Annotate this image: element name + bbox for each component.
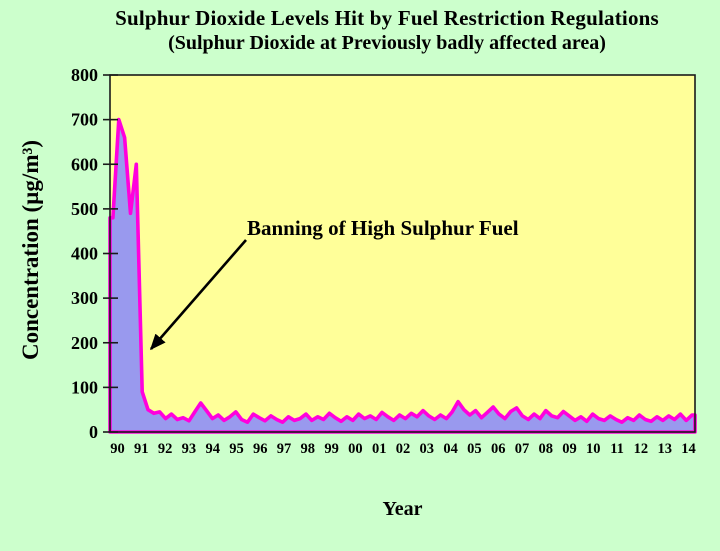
x-tick-label: 09 bbox=[562, 441, 577, 457]
x-tick-label: 05 bbox=[467, 441, 482, 457]
y-tick-label: 600 bbox=[71, 154, 98, 174]
x-tick-label: 94 bbox=[205, 441, 220, 457]
x-tick-label: 10 bbox=[586, 441, 601, 457]
x-tick-label: 04 bbox=[443, 441, 458, 457]
y-tick-label: 500 bbox=[71, 199, 98, 219]
x-tick-label: 96 bbox=[253, 441, 268, 457]
x-tick-label: 91 bbox=[134, 441, 149, 457]
x-tick-label: 93 bbox=[182, 441, 197, 457]
y-tick-label: 200 bbox=[71, 333, 98, 353]
chart-subtitle: (Sulphur Dioxide at Previously badly aff… bbox=[168, 32, 606, 54]
y-tick-label: 400 bbox=[71, 244, 98, 264]
y-tick-label: 800 bbox=[71, 65, 98, 85]
x-tick-label: 00 bbox=[348, 441, 363, 457]
x-tick-label: 13 bbox=[657, 441, 672, 457]
x-tick-label: 99 bbox=[324, 441, 339, 457]
chart-title: Sulphur Dioxide Levels Hit by Fuel Restr… bbox=[115, 6, 659, 30]
plot-area bbox=[110, 75, 695, 432]
x-tick-label: 95 bbox=[229, 441, 244, 457]
y-tick-label: 100 bbox=[71, 377, 98, 397]
annotation-arrow bbox=[149, 239, 247, 351]
x-tick-label: 98 bbox=[301, 441, 316, 457]
y-tick-label: 300 bbox=[71, 288, 98, 308]
x-tick-label: 07 bbox=[515, 441, 530, 457]
plot-border bbox=[109, 74, 696, 433]
x-tick-label: 01 bbox=[372, 441, 387, 457]
so2-area-series bbox=[108, 117, 697, 434]
title-block: Sulphur Dioxide Levels Hit by Fuel Restr… bbox=[54, 5, 720, 56]
x-axis-title: Year bbox=[382, 498, 423, 520]
x-tick-label: 02 bbox=[396, 441, 411, 457]
x-tick-label: 08 bbox=[539, 441, 554, 457]
x-tick-label: 90 bbox=[110, 441, 125, 457]
x-tick-label: 11 bbox=[610, 441, 624, 457]
y-tick-label: 0 bbox=[89, 422, 98, 442]
annotation-label: Banning of High Sulphur Fuel bbox=[247, 216, 519, 240]
y-tick-label: 700 bbox=[71, 110, 98, 130]
x-tick-label: 92 bbox=[158, 441, 173, 457]
x-tick-label: 14 bbox=[681, 441, 696, 457]
x-tick-label: 03 bbox=[420, 441, 435, 457]
x-tick-label: 12 bbox=[634, 441, 649, 457]
x-tick-label: 06 bbox=[491, 441, 506, 457]
x-tick-label: 97 bbox=[277, 441, 292, 457]
